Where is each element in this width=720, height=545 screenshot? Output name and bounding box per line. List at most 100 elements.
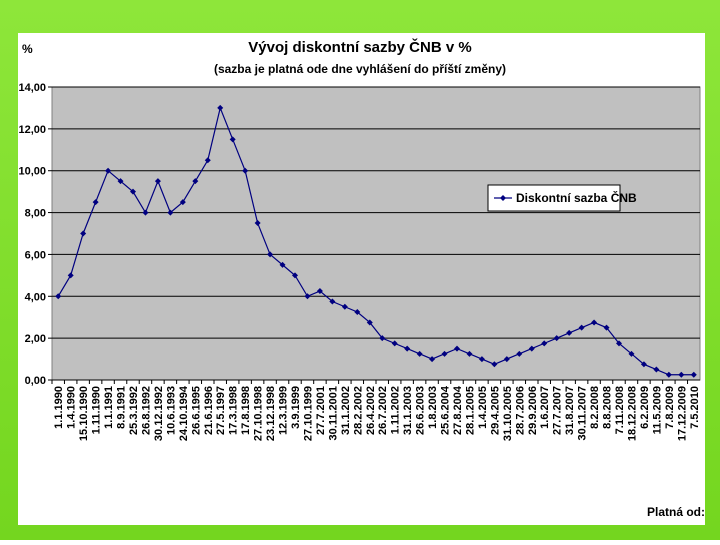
data-point — [528, 345, 535, 352]
y-tick-label: 14,00 — [18, 82, 46, 94]
data-point — [541, 340, 548, 347]
data-point — [591, 319, 598, 326]
data-point — [678, 371, 685, 378]
x-tick-label: 1.4.1990 — [66, 386, 78, 429]
data-point — [616, 340, 622, 347]
data-point — [55, 293, 62, 300]
data-point — [304, 293, 311, 300]
y-tick-label: 4,00 — [25, 291, 46, 303]
chart-subtitle: (sazba je platná ode dne vyhlášení do př… — [214, 62, 506, 76]
x-tick-label: 1.6.2007 — [539, 386, 551, 429]
x-tick-label: 30.11.2007 — [577, 386, 589, 440]
x-tick-label: 28.2.2002 — [352, 386, 364, 435]
data-point — [665, 371, 672, 378]
legend: Diskontní sazba ČNB — [487, 184, 637, 212]
x-tick-label: 3.9.1999 — [290, 386, 302, 429]
x-tick-label: 1.4.2005 — [477, 386, 489, 429]
x-tick-label: 31.1.2002 — [340, 386, 352, 435]
data-point — [478, 356, 485, 363]
plot-area — [51, 86, 701, 381]
legend-marker — [500, 195, 506, 201]
y-tick-label: 0,00 — [25, 375, 46, 387]
x-tick-label: 6.2.2009 — [639, 386, 651, 429]
x-tick-label: 26.8.1992 — [140, 386, 152, 435]
data-point — [279, 261, 286, 268]
x-tick-label: 27.10.1998 — [253, 386, 265, 441]
data-point — [341, 303, 348, 310]
x-tick-label: 18.12.2008 — [626, 386, 638, 441]
x-tick-label: 11.5.2009 — [651, 386, 663, 434]
x-tick-label: 25.3.1992 — [128, 386, 140, 435]
x-axis-label: Platná od: — [647, 505, 705, 519]
y-tick-label: 6,00 — [25, 249, 46, 261]
data-point — [690, 371, 697, 378]
data-point — [653, 366, 660, 373]
y-tick-label: 10,00 — [18, 166, 46, 178]
x-tick-label: 7.8.2009 — [664, 386, 676, 429]
x-tick-label: 28.7.2006 — [514, 386, 526, 435]
data-point — [92, 199, 99, 206]
data-point — [566, 329, 573, 336]
data-point — [553, 335, 560, 342]
data-point — [366, 319, 373, 326]
data-point — [105, 167, 112, 174]
data-point — [217, 104, 224, 111]
x-tick-label: 12.3.1999 — [278, 386, 290, 435]
data-point — [416, 350, 423, 357]
x-tick-label: 1.11.2002 — [390, 386, 402, 434]
x-tick-label: 29.9.2006 — [527, 386, 539, 435]
data-point — [491, 361, 498, 368]
data-point — [441, 350, 448, 357]
data-point — [429, 356, 436, 363]
x-tick-label: 26.6.1995 — [190, 386, 202, 435]
x-tick-label: 26.4.2002 — [365, 386, 377, 435]
x-tick-label: 27.7.2001 — [315, 386, 327, 435]
data-point — [167, 209, 174, 216]
data-point — [142, 209, 149, 216]
x-tick-label: 26.7.2002 — [377, 386, 389, 435]
data-point — [603, 324, 610, 331]
x-tick-label: 8.8.2008 — [602, 386, 614, 429]
x-tick-label: 26.6.2003 — [415, 386, 427, 435]
data-point — [466, 350, 473, 357]
x-tick-label: 7.5.2010 — [689, 386, 701, 429]
x-tick-label: 29.4.2005 — [489, 386, 501, 435]
x-tick-label: 27.10.1999 — [302, 386, 314, 441]
x-tick-label: 17.3.1998 — [228, 386, 240, 435]
x-tick-label: 27.5.1997 — [215, 386, 227, 435]
x-tick-label: 7.11.2008 — [614, 386, 626, 434]
x-tick-label: 24.10.1994 — [178, 385, 190, 441]
data-point — [154, 178, 161, 185]
x-tick-label: 8.2.2008 — [589, 386, 601, 429]
x-tick-label: 10.6.1993 — [165, 386, 177, 435]
data-point — [516, 350, 523, 357]
data-point — [292, 272, 298, 279]
data-point — [578, 324, 585, 331]
x-tick-label: 31.1.2003 — [402, 386, 414, 435]
x-tick-label: 8.9.1991 — [116, 386, 128, 429]
data-point — [254, 220, 261, 227]
x-tick-label: 27.7.2007 — [552, 386, 564, 435]
x-tick-label: 21.6.1996 — [203, 386, 215, 435]
series-line — [57, 105, 694, 376]
data-point — [192, 178, 199, 185]
data-point — [628, 350, 635, 357]
x-tick-label: 31.10.2005 — [502, 386, 514, 441]
data-point — [130, 188, 136, 195]
x-tick-label: 17.12.2009 — [676, 386, 688, 441]
data-point — [329, 298, 336, 305]
x-tick-label: 1.1.1991 — [103, 386, 115, 429]
x-tick-label: 1.11.1990 — [91, 386, 103, 434]
data-point — [379, 335, 386, 342]
y-tick-label: 8,00 — [25, 208, 46, 220]
x-tick-label: 1.1.1990 — [53, 386, 65, 429]
x-tick-label: 1.8.2003 — [427, 386, 439, 429]
x-tick-label: 30.11.2001 — [327, 386, 339, 440]
data-point — [391, 340, 398, 347]
y-tick-label: 12,00 — [18, 124, 46, 136]
x-tick-label: 17.8.1998 — [240, 386, 252, 435]
data-point — [404, 345, 411, 352]
data-point — [640, 361, 647, 368]
